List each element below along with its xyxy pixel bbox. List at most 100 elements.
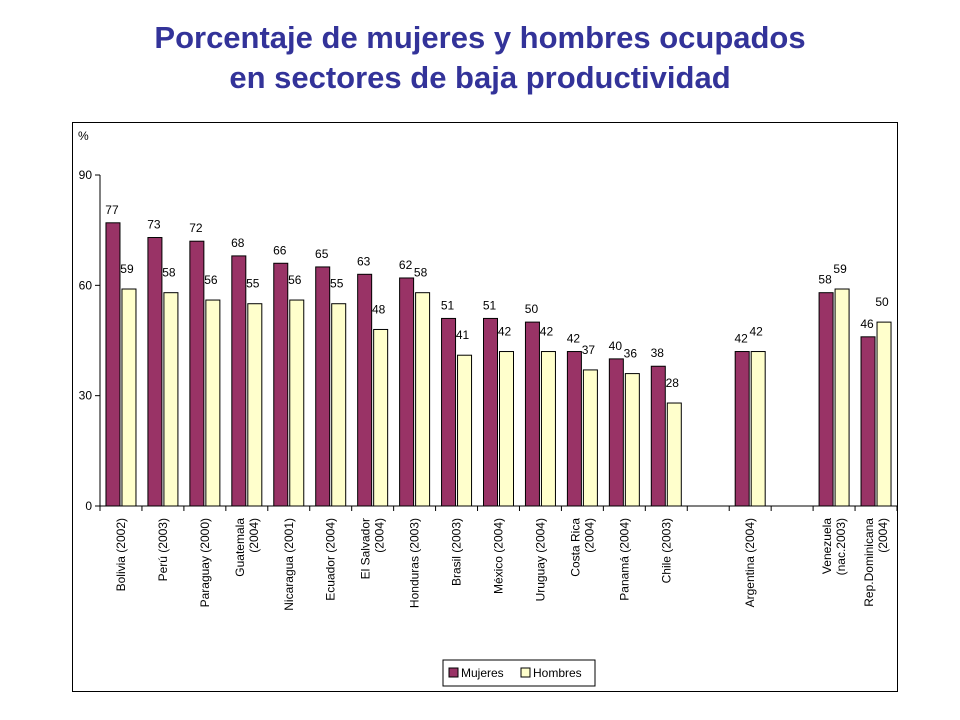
bar-mujeres-paraguay-2000 xyxy=(189,240,205,507)
data-label-mujeres: 68 xyxy=(231,236,245,250)
category-label: (nac.2003) xyxy=(834,518,848,575)
category-label: (2004) xyxy=(876,518,890,553)
bar-mujeres-el-salvador-2004 xyxy=(357,273,373,507)
category-label: Costa Rica xyxy=(568,518,582,577)
bar-mujeres-rep-dominicana-2004 xyxy=(860,336,876,507)
data-label-hombres: 50 xyxy=(875,295,889,309)
data-label-mujeres: 65 xyxy=(315,247,329,261)
data-label-hombres: 55 xyxy=(330,277,344,291)
legend-label-hombres: Hombres xyxy=(533,666,582,680)
category-label: Guatemala xyxy=(233,518,247,577)
data-label-mujeres: 73 xyxy=(147,218,161,232)
data-label-mujeres: 50 xyxy=(525,302,539,316)
category-label: Brasil (2003) xyxy=(450,518,464,586)
bar-hombres-chile-2003 xyxy=(666,402,682,507)
bar-hombres-el-salvador-2004 xyxy=(373,328,389,507)
data-label-mujeres: 40 xyxy=(609,339,623,353)
bar-mujeres-mexico-2004 xyxy=(483,317,498,507)
data-label-mujeres: 38 xyxy=(651,346,665,360)
chart-title: Porcentaje de mujeres y hombres ocupados… xyxy=(0,18,960,98)
category-label: Nicaragua (2001) xyxy=(282,518,296,611)
bar-mujeres-costa-rica-2004 xyxy=(566,351,582,507)
category-label: Argentina (2004) xyxy=(743,518,757,607)
category-label: Uruguay (2004) xyxy=(533,518,547,601)
y-tick-label: 30 xyxy=(79,389,93,403)
data-label-hombres: 59 xyxy=(120,262,134,276)
legend-box xyxy=(442,659,596,687)
data-label-hombres: 55 xyxy=(246,277,260,291)
category-label: Chile (2003) xyxy=(659,518,673,583)
y-axis-label: % xyxy=(78,129,89,143)
bar-mujeres-brasil-2003 xyxy=(441,317,457,507)
category-label: Honduras (2003) xyxy=(408,518,422,608)
bar-hombres-honduras-2003 xyxy=(415,292,431,507)
bar-mujeres-panama-2004 xyxy=(608,358,624,507)
title-line-1: Porcentaje de mujeres y hombres ocupados xyxy=(154,20,806,55)
data-label-mujeres: 51 xyxy=(483,298,497,312)
data-label-mujeres: 42 xyxy=(735,332,749,346)
y-tick-label: 90 xyxy=(79,168,93,182)
bar-mujeres-ecuador-2004 xyxy=(315,266,331,507)
category-label: Panamá (2004) xyxy=(617,518,631,601)
data-label-mujeres: 62 xyxy=(399,258,413,272)
legend-label-mujeres: Mujeres xyxy=(461,666,504,680)
category-label: Paraguay (2000) xyxy=(198,518,212,607)
bar-hombres-guatemala-2004 xyxy=(247,303,263,507)
data-label-mujeres: 72 xyxy=(189,221,203,235)
bar-mujeres-argentina-2004 xyxy=(734,351,750,507)
category-label: (2004) xyxy=(373,518,387,553)
bar-hombres-venezuela-nac-2003 xyxy=(834,288,850,507)
bar-hombres-ecuador-2004 xyxy=(331,303,347,507)
category-label: Perú (2003) xyxy=(156,518,170,581)
bar-hombres-mexico-2004 xyxy=(499,351,514,507)
data-label-mujeres: 46 xyxy=(860,317,874,331)
category-label: Venezuela xyxy=(820,518,834,574)
bar-mujeres-peru-2003 xyxy=(147,237,163,507)
data-label-hombres: 58 xyxy=(414,266,428,280)
bar-hombres-brasil-2003 xyxy=(457,354,473,507)
bar-mujeres-guatemala-2004 xyxy=(231,255,247,507)
bar-hombres-peru-2003 xyxy=(163,292,179,507)
data-label-hombres: 37 xyxy=(582,343,596,357)
category-label: Bolivia (2002) xyxy=(114,518,128,591)
bar-mujeres-venezuela-nac-2003 xyxy=(818,292,834,507)
data-label-hombres: 42 xyxy=(750,325,764,339)
bar-mujeres-chile-2003 xyxy=(650,365,666,507)
category-label: México (2004) xyxy=(492,518,506,594)
bar-hombres-rep-dominicana-2004 xyxy=(876,321,892,507)
data-label-hombres: 59 xyxy=(833,262,847,276)
chart-frame xyxy=(72,122,898,692)
data-label-hombres: 42 xyxy=(540,325,554,339)
category-label: (2004) xyxy=(247,518,261,553)
data-label-mujeres: 58 xyxy=(818,273,832,287)
bar-hombres-costa-rica-2004 xyxy=(582,369,598,507)
bar-mujeres-bolivia-2002 xyxy=(105,222,121,507)
bar-hombres-nicaragua-2001 xyxy=(289,299,305,507)
category-label: Rep.Dominicana xyxy=(862,518,876,607)
data-label-hombres: 42 xyxy=(498,325,512,339)
data-label-hombres: 58 xyxy=(162,266,176,280)
legend-swatch-hombres xyxy=(520,667,531,678)
data-label-hombres: 56 xyxy=(204,273,218,287)
category-label: El Salvador xyxy=(359,518,373,579)
title-line-2: en sectores de baja productividad xyxy=(229,60,731,95)
category-label: (2004) xyxy=(582,518,596,553)
bar-hombres-uruguay-2004 xyxy=(540,351,556,507)
y-tick-label: 60 xyxy=(79,278,93,292)
bar-hombres-argentina-2004 xyxy=(750,351,766,507)
data-label-hombres: 36 xyxy=(624,347,638,361)
data-label-mujeres: 66 xyxy=(273,243,287,257)
bar-hombres-bolivia-2002 xyxy=(121,288,137,507)
data-label-hombres: 41 xyxy=(456,328,470,342)
data-label-mujeres: 51 xyxy=(441,298,455,312)
data-label-mujeres: 42 xyxy=(567,332,581,346)
legend-swatch-mujeres xyxy=(448,667,459,678)
bar-mujeres-uruguay-2004 xyxy=(524,321,540,507)
data-label-hombres: 48 xyxy=(372,302,386,316)
bar-hombres-paraguay-2000 xyxy=(205,299,221,507)
data-label-hombres: 56 xyxy=(288,273,302,287)
y-tick-label: 0 xyxy=(85,499,92,513)
data-label-mujeres: 63 xyxy=(357,254,371,268)
data-label-hombres: 28 xyxy=(666,376,680,390)
